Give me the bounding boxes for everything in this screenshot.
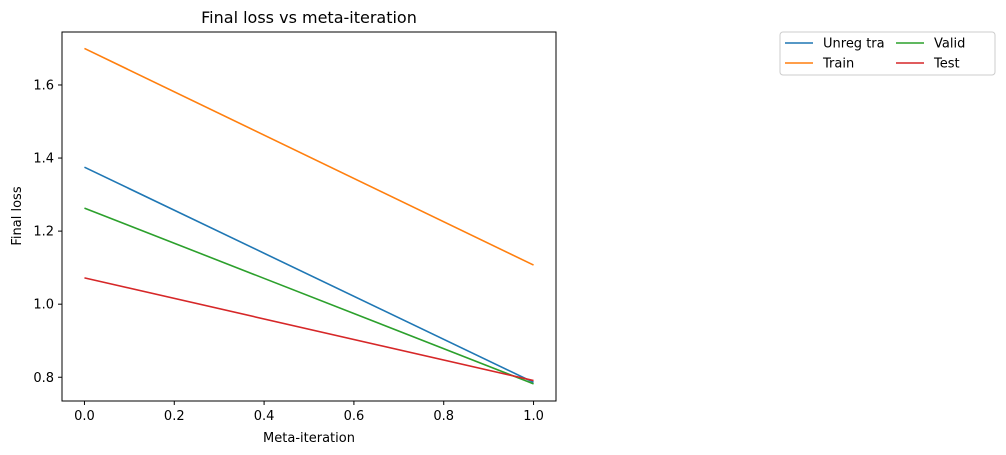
y-tick-label: 1.2: [33, 225, 54, 240]
legend: Unreg tra Train Valid Test: [779, 31, 996, 76]
y-axis-label: Final loss: [10, 186, 25, 245]
x-tick-label: 0.6: [344, 409, 365, 424]
x-tick-label: 0.0: [74, 409, 95, 424]
y-tick-label: 1.4: [33, 152, 54, 167]
y-tick-label: 0.8: [33, 371, 54, 386]
legend-label: Valid: [934, 37, 965, 52]
legend-label: Train: [822, 57, 854, 72]
legend-frame: [779, 31, 996, 76]
x-axis-ticks: 0.0 0.2 0.4 0.6 0.8 1.0: [74, 401, 544, 424]
y-axis-ticks: 0.8 1.0 1.2 1.4 1.6: [33, 78, 62, 386]
chart-title: Final loss vs meta-iteration: [201, 8, 417, 27]
y-tick-label: 1.0: [33, 298, 54, 313]
legend-label: Unreg tra: [823, 37, 885, 52]
series-line-train: [84, 47, 534, 266]
series-line-valid: [84, 207, 534, 385]
x-tick-label: 1.0: [523, 409, 544, 424]
y-tick-label: 1.6: [33, 78, 54, 93]
x-axis-label: Meta-iteration: [263, 431, 355, 446]
series-line-unreg-tra: [84, 166, 534, 384]
legend-label: Test: [933, 57, 960, 72]
x-tick-label: 0.8: [433, 409, 454, 424]
plot-area-frame: [61, 31, 557, 402]
series-line-test: [84, 277, 534, 382]
x-tick-label: 0.2: [164, 409, 185, 424]
x-tick-label: 0.4: [254, 409, 275, 424]
series-layer: [84, 47, 534, 385]
